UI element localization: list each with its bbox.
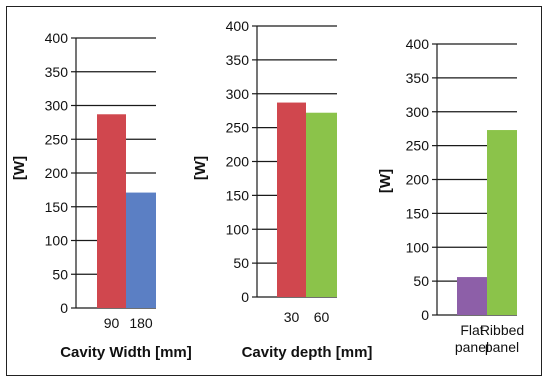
bar-1 — [97, 114, 126, 309]
y-axis-label: [W] — [377, 169, 394, 193]
y-tick-label: 350 — [226, 52, 250, 68]
y-tick-label: 0 — [421, 307, 429, 323]
bar-2 — [306, 112, 337, 297]
y-tick-label: 400 — [45, 30, 69, 46]
y-tick-label: 150 — [45, 199, 69, 215]
y-axis-label: [W] — [192, 156, 209, 180]
y-tick-label: 0 — [60, 300, 68, 316]
y-tick-label: 250 — [45, 131, 69, 147]
chart-panel-3: 0 50 100 150 200 250 300 350 400 FlatpanelRibbedp… — [377, 36, 524, 355]
bar-1 — [457, 277, 487, 315]
y-tick-label: 200 — [226, 154, 250, 170]
category-label: panel — [485, 339, 519, 355]
category-label: panel — [455, 339, 489, 355]
y-tick-label: 300 — [406, 104, 430, 120]
y-tick-label: 150 — [406, 205, 430, 221]
y-tick-label: 400 — [406, 36, 430, 52]
y-tick-label: 100 — [226, 221, 250, 237]
category-label: 90 — [104, 315, 120, 331]
category-label: Flat — [460, 322, 483, 338]
y-tick-label: 300 — [226, 86, 250, 102]
y-tick-label: 250 — [406, 138, 430, 154]
bar-2 — [126, 192, 156, 308]
y-tick-label: 50 — [52, 266, 68, 282]
y-tick-label: 0 — [241, 289, 249, 305]
category-label: 60 — [314, 309, 330, 325]
y-tick-label: 100 — [45, 233, 69, 249]
category-label: Ribbed — [480, 322, 524, 338]
x-axis-title: Cavity Width [mm] — [60, 344, 192, 361]
category-label: 180 — [129, 315, 153, 331]
y-tick-label: 100 — [406, 239, 430, 255]
bar-1 — [277, 102, 306, 298]
figure-frame — [6, 6, 542, 376]
y-tick-label: 250 — [226, 120, 250, 136]
y-tick-label: 400 — [226, 18, 250, 34]
y-tick-label: 350 — [45, 64, 69, 80]
category-label: 30 — [284, 309, 300, 325]
y-tick-label: 350 — [406, 70, 430, 86]
y-tick-label: 200 — [406, 172, 430, 188]
y-tick-label: 200 — [45, 165, 69, 181]
y-tick-label: 150 — [226, 187, 250, 203]
y-tick-label: 50 — [413, 273, 429, 289]
x-axis-title: Cavity depth [mm] — [242, 344, 373, 361]
y-tick-label: 50 — [233, 255, 249, 271]
y-axis-label: [W] — [11, 156, 28, 180]
chart-panel-2: 0 50 100 150 200 250 300 350 400 30 60 [W] Cavity de… — [192, 18, 372, 361]
bar-2 — [487, 130, 517, 315]
y-tick-label: 300 — [45, 98, 69, 114]
chart-panel-1: 0 50 100 150 200 250 300 350 400 90 180 [W] Cavity W… — [11, 30, 192, 361]
